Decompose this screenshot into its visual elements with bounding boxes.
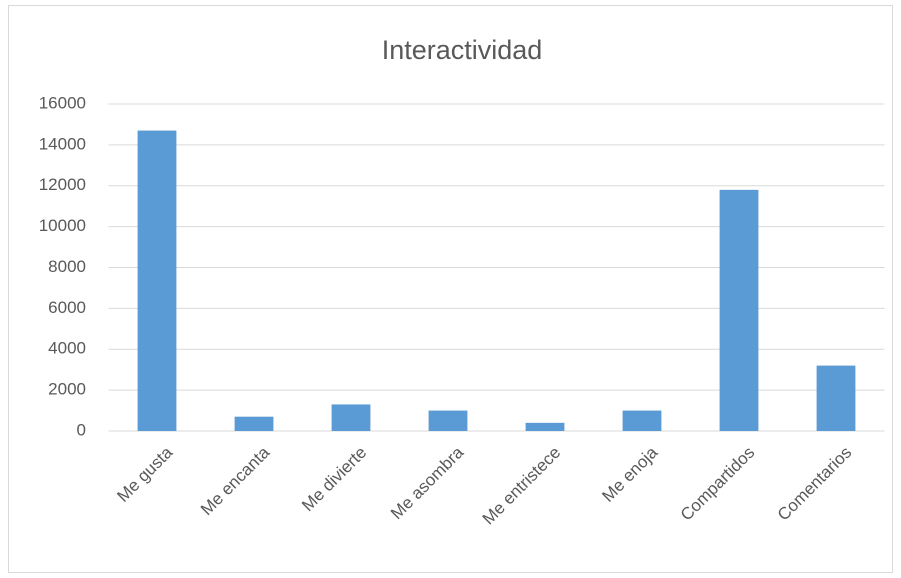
bar [234,416,274,431]
bar [525,422,565,431]
bar [719,189,759,431]
y-tick-label: 8000 [48,257,86,276]
y-tick-label: 0 [77,420,86,439]
y-tick-label: 10000 [39,216,86,235]
y-tick-label: 16000 [39,93,86,112]
bar [428,410,468,431]
y-tick-label: 6000 [48,298,86,317]
y-tick-label: 2000 [48,380,86,399]
bar [137,130,177,431]
bar [816,365,856,431]
y-tick-label: 14000 [39,134,86,153]
bar [622,410,662,431]
y-tick-label: 4000 [48,339,86,358]
bar [331,404,371,431]
y-tick-label: 12000 [39,175,86,194]
chart-title: Interactividad [382,35,543,65]
